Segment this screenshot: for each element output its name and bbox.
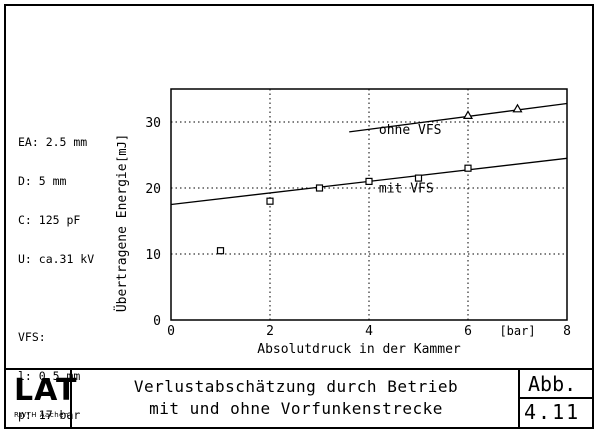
data-point-square — [414, 174, 423, 182]
caption-line-2: mit und ohne Vorfunkenstrecke — [149, 399, 443, 418]
x-axis-label: Absolutdruck in der Kammer — [257, 342, 461, 357]
figure-label: Abb. — [528, 372, 577, 396]
logo-text: LAT — [14, 373, 78, 408]
series-label: mit VFS — [379, 182, 434, 197]
param-line: D: 5 mm — [18, 174, 67, 188]
x-tick-label: 4 — [365, 324, 373, 339]
x-tick-label: 2 — [266, 324, 274, 339]
data-point-square — [216, 247, 225, 255]
data-point-triangle — [462, 110, 474, 120]
param-line: EA: 2.5 mm — [18, 135, 88, 149]
y-unit-label: [mJ] — [115, 134, 129, 163]
caption-line-1: Verlustabschätzung durch Betrieb — [133, 377, 459, 396]
x-tick-label: 0 — [167, 324, 175, 339]
figure-frame — [4, 4, 594, 429]
data-point-square — [464, 164, 472, 172]
figure-caption: Verlustabschätzung durch Betrieb mit und… — [76, 376, 516, 420]
series-label: ohne VFS — [379, 123, 442, 138]
data-point-square — [365, 177, 373, 185]
logo-subtext: RWTH Aachen — [14, 411, 69, 419]
y-tick-label: 0 — [153, 314, 161, 329]
plot-border — [170, 88, 568, 321]
figure-number: 4.11 — [524, 400, 581, 424]
param-line: U: ca.31 kV — [18, 252, 95, 266]
param-line: C: 125 pF — [18, 213, 81, 227]
y-tick-label: 20 — [145, 182, 161, 197]
data-point-square — [315, 184, 324, 192]
vfs-title: VFS: — [18, 330, 46, 344]
y-tick-label: 30 — [145, 116, 161, 131]
x-tick-label: 6 — [464, 324, 472, 339]
lat-logo: LAT RWTH Aachen — [8, 370, 76, 429]
x-unit-label: [bar] — [499, 324, 535, 338]
y-tick-label: 10 — [145, 248, 161, 263]
y-axis-label: Übertragene Energie — [113, 163, 130, 312]
data-point-triangle — [512, 103, 523, 113]
x-tick-label: 8 — [563, 324, 571, 339]
footer: LAT RWTH Aachen Verlustabschätzung durch… — [4, 368, 594, 429]
fit-line — [349, 102, 568, 133]
figure-number-box: Abb. 4.11 — [518, 370, 594, 429]
parameter-block: EA: 2.5 mm D: 5 mm C: 125 pF U: ca.31 kV… — [18, 110, 94, 435]
vfs-line: l: 0.5 mm — [18, 369, 81, 383]
vfs-line: p: 17 bar — [18, 408, 81, 422]
data-point-square — [266, 197, 274, 205]
